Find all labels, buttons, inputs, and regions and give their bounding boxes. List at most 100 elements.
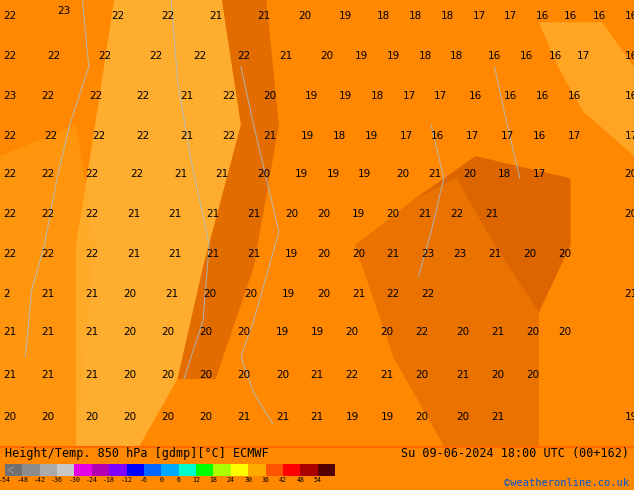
Text: 20: 20 bbox=[244, 289, 257, 299]
Text: 22: 22 bbox=[415, 327, 429, 337]
Text: 22: 22 bbox=[422, 289, 435, 299]
Text: 20: 20 bbox=[526, 327, 540, 337]
Text: 19: 19 bbox=[282, 289, 295, 299]
Text: 21: 21 bbox=[387, 249, 400, 259]
Text: 19: 19 bbox=[624, 412, 634, 422]
Text: 22: 22 bbox=[111, 11, 124, 21]
Text: 21: 21 bbox=[352, 289, 365, 299]
Text: 18: 18 bbox=[377, 11, 391, 21]
Text: 22: 22 bbox=[222, 131, 235, 141]
Text: 21: 21 bbox=[428, 169, 441, 179]
Text: 17: 17 bbox=[399, 131, 413, 141]
Text: 21: 21 bbox=[380, 369, 394, 380]
Text: 20: 20 bbox=[317, 209, 330, 219]
Bar bbox=[5, 464, 22, 476]
Bar bbox=[144, 464, 161, 476]
Text: 2: 2 bbox=[3, 289, 10, 299]
Text: 17: 17 bbox=[501, 131, 514, 141]
Text: 22: 22 bbox=[3, 131, 16, 141]
Text: 16: 16 bbox=[593, 11, 606, 21]
Text: 16: 16 bbox=[469, 91, 482, 101]
Text: 16: 16 bbox=[567, 91, 581, 101]
Text: 20: 20 bbox=[491, 369, 505, 380]
Text: 17: 17 bbox=[567, 131, 581, 141]
Text: 22: 22 bbox=[3, 169, 16, 179]
Text: 19: 19 bbox=[276, 327, 289, 337]
Text: 19: 19 bbox=[380, 412, 394, 422]
Bar bbox=[109, 464, 127, 476]
Text: 20: 20 bbox=[257, 169, 270, 179]
Text: 22: 22 bbox=[222, 91, 235, 101]
Text: 21: 21 bbox=[3, 369, 16, 380]
Text: 21: 21 bbox=[488, 249, 501, 259]
Bar bbox=[301, 464, 318, 476]
Text: -24: -24 bbox=[86, 477, 98, 483]
Text: 16: 16 bbox=[624, 91, 634, 101]
Bar bbox=[214, 464, 231, 476]
Text: 16: 16 bbox=[520, 51, 533, 61]
Text: 21: 21 bbox=[491, 327, 505, 337]
Bar bbox=[196, 464, 214, 476]
Text: 20: 20 bbox=[3, 412, 16, 422]
Text: -36: -36 bbox=[51, 477, 63, 483]
Text: -12: -12 bbox=[120, 477, 133, 483]
Text: 20: 20 bbox=[624, 209, 634, 219]
Text: ©weatheronline.co.uk: ©weatheronline.co.uk bbox=[504, 478, 629, 488]
Text: 22: 22 bbox=[86, 249, 99, 259]
Text: 20: 20 bbox=[276, 369, 289, 380]
Text: 16: 16 bbox=[624, 11, 634, 21]
Text: 20: 20 bbox=[124, 412, 137, 422]
Text: 22: 22 bbox=[130, 169, 143, 179]
Text: 19: 19 bbox=[346, 412, 359, 422]
Text: 21: 21 bbox=[279, 51, 292, 61]
Text: 19: 19 bbox=[311, 327, 324, 337]
Text: 20: 20 bbox=[162, 327, 175, 337]
Text: 20: 20 bbox=[317, 289, 330, 299]
Polygon shape bbox=[412, 156, 571, 312]
Text: -30: -30 bbox=[68, 477, 81, 483]
Polygon shape bbox=[539, 22, 634, 156]
Text: 54: 54 bbox=[314, 477, 321, 483]
Text: 20: 20 bbox=[526, 369, 540, 380]
Text: 20: 20 bbox=[203, 289, 216, 299]
Text: 21: 21 bbox=[238, 412, 251, 422]
Text: 19: 19 bbox=[285, 249, 299, 259]
Text: 20: 20 bbox=[238, 327, 251, 337]
Text: Height/Temp. 850 hPa [gdmp][°C] ECMWF: Height/Temp. 850 hPa [gdmp][°C] ECMWF bbox=[5, 447, 269, 460]
Text: 20: 20 bbox=[200, 369, 213, 380]
Bar bbox=[74, 464, 92, 476]
Text: 21: 21 bbox=[86, 289, 99, 299]
Text: 17: 17 bbox=[533, 169, 546, 179]
Text: 23: 23 bbox=[453, 249, 467, 259]
Text: 16: 16 bbox=[488, 51, 501, 61]
Polygon shape bbox=[178, 0, 279, 379]
Text: 21: 21 bbox=[127, 209, 140, 219]
Text: 16: 16 bbox=[431, 131, 444, 141]
Text: 21: 21 bbox=[168, 209, 181, 219]
Text: 21: 21 bbox=[311, 369, 324, 380]
Text: 21: 21 bbox=[174, 169, 188, 179]
Text: 22: 22 bbox=[136, 91, 150, 101]
Text: 20: 20 bbox=[162, 412, 175, 422]
Text: 22: 22 bbox=[3, 11, 16, 21]
Text: 20: 20 bbox=[86, 412, 99, 422]
Text: 22: 22 bbox=[41, 91, 55, 101]
Text: 19: 19 bbox=[295, 169, 308, 179]
Text: 0: 0 bbox=[159, 477, 164, 483]
Text: 21: 21 bbox=[311, 412, 324, 422]
Text: 18: 18 bbox=[498, 169, 511, 179]
Text: 17: 17 bbox=[466, 131, 479, 141]
Text: 20: 20 bbox=[463, 169, 476, 179]
Text: 24: 24 bbox=[227, 477, 235, 483]
Text: 20: 20 bbox=[387, 209, 400, 219]
Text: 16: 16 bbox=[533, 131, 546, 141]
Text: 20: 20 bbox=[200, 412, 213, 422]
Text: 21: 21 bbox=[86, 327, 99, 337]
Text: 19: 19 bbox=[358, 169, 372, 179]
Text: 20: 20 bbox=[41, 412, 55, 422]
Text: -42: -42 bbox=[34, 477, 46, 483]
Text: 17: 17 bbox=[434, 91, 448, 101]
Text: 18: 18 bbox=[409, 11, 422, 21]
Text: 16: 16 bbox=[536, 91, 549, 101]
Text: 19: 19 bbox=[365, 131, 378, 141]
